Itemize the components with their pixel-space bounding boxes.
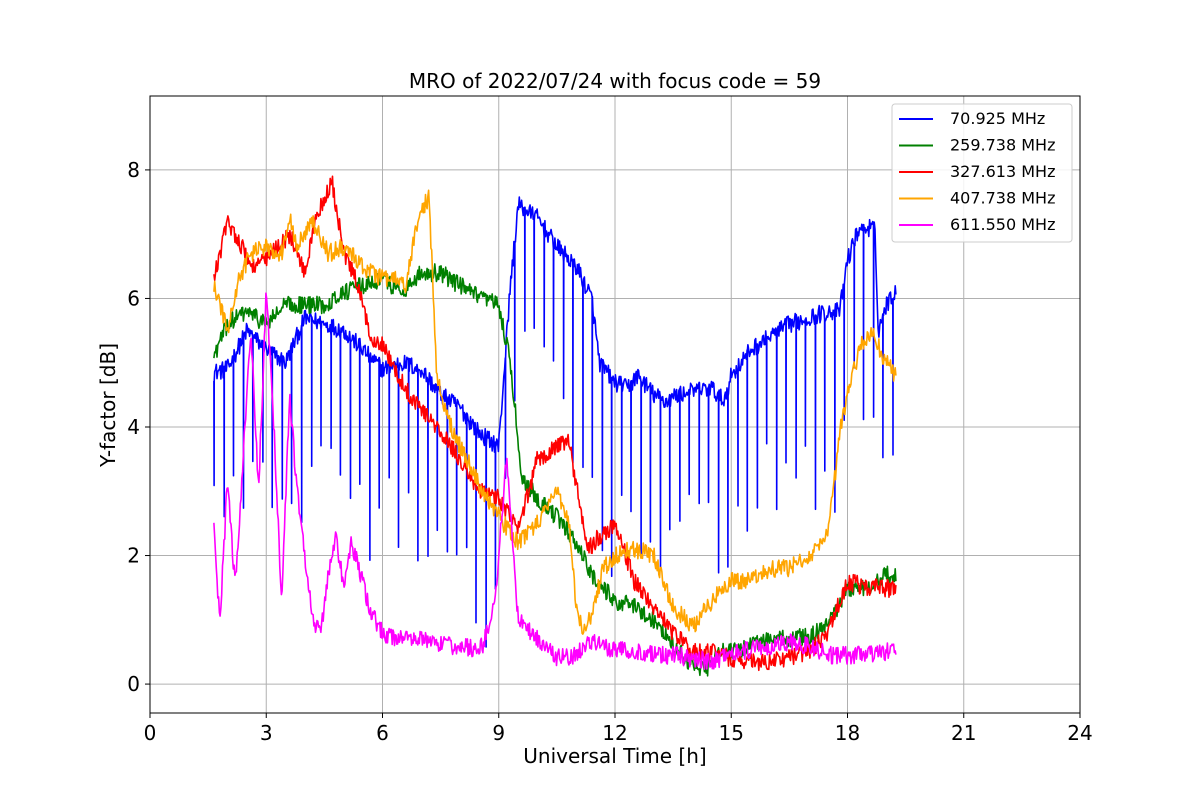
series-layer [213, 175, 897, 677]
x-axis-label: Universal Time [h] [523, 744, 706, 768]
series-line-3 [213, 189, 897, 635]
legend-label: 259.738 MHz [950, 136, 1055, 155]
x-tick-label: 12 [602, 721, 627, 745]
series-line-2 [213, 175, 897, 672]
legend-label: 611.550 MHz [950, 215, 1055, 234]
legend: 70.925 MHz 259.738 MHz 327.613 MHz 407.738 … [891, 103, 1073, 243]
legend-label: 407.738 MHz [950, 189, 1055, 208]
x-tick-label: 0 [144, 721, 157, 745]
chart-title: MRO of 2022/07/24 with focus code = 59 [409, 69, 821, 93]
y-tick-label: 8 [127, 158, 140, 182]
y-tick-label: 2 [127, 544, 140, 568]
series-line-0 [213, 196, 897, 648]
x-tick-label: 15 [719, 721, 744, 745]
y-axis-label: Y-factor [dB] [96, 343, 120, 468]
x-tick-label: 21 [951, 721, 976, 745]
x-tick-label: 6 [376, 721, 389, 745]
y-tick-label: 4 [127, 415, 140, 439]
legend-box [891, 103, 1073, 243]
x-tick-label: 24 [1067, 721, 1092, 745]
y-tick-label: 0 [127, 672, 140, 696]
x-tick-label: 3 [260, 721, 273, 745]
series-line-1 [213, 263, 897, 677]
legend-label: 70.925 MHz [950, 109, 1045, 128]
legend-label: 327.613 MHz [950, 162, 1055, 181]
x-tick-label: 18 [835, 721, 860, 745]
y-tick-label: 6 [127, 286, 140, 310]
x-tick-label: 9 [492, 721, 505, 745]
series-line-4 [213, 292, 897, 670]
